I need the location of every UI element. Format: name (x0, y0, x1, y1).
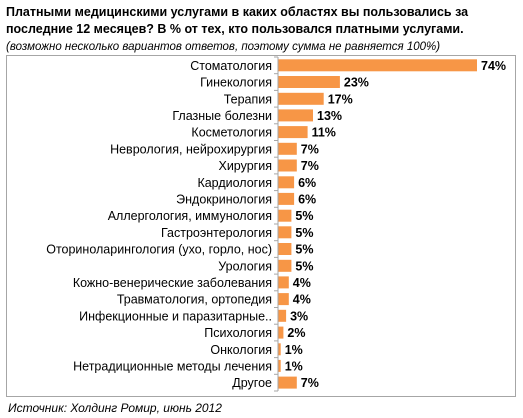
category-label: Гастроэнтерология (161, 226, 272, 240)
bar (278, 109, 313, 122)
category-label: Травматология, ортопедия (117, 293, 272, 307)
value-label: 5% (295, 243, 313, 257)
value-label: 1% (285, 359, 303, 373)
bar (278, 59, 477, 72)
category-label: Оториноларингология (ухо, горло, нос) (46, 243, 272, 257)
bar (278, 192, 295, 205)
bar (278, 376, 297, 389)
bar (278, 243, 292, 255)
value-label: 5% (295, 209, 313, 223)
value-label: 2% (287, 326, 305, 340)
category-label: Онкология (210, 343, 272, 357)
bar (278, 309, 287, 322)
bar (278, 326, 284, 339)
value-label: 6% (298, 176, 316, 190)
category-label: Неврология, нейрохирургия (110, 142, 272, 156)
bar (278, 142, 297, 155)
category-label: Глазные болезни (172, 109, 272, 123)
bar (278, 209, 292, 222)
category-label: Косметология (191, 126, 272, 140)
bar (278, 92, 324, 105)
value-label: 23% (344, 76, 369, 90)
value-label: 5% (295, 226, 313, 240)
bar (278, 293, 289, 306)
category-label: Кардиология (197, 176, 272, 190)
bar-chart: Стоматология 74% Гинекология 23% Терапия 17% Г… (46, 56, 506, 392)
category-label: Другое (232, 376, 272, 390)
category-label: Кожно-венерические заболевания (73, 276, 272, 290)
value-label: 7% (301, 159, 319, 173)
value-label: 5% (295, 259, 313, 273)
category-label: Эндокринология (176, 192, 272, 206)
value-label: 74% (481, 59, 506, 73)
bar (278, 176, 295, 189)
category-label: Урология (218, 259, 272, 273)
source-note: Источник: Холдинг Ромир, июнь 2012 (8, 401, 222, 415)
category-label: Терапия (224, 92, 272, 106)
value-label: 13% (317, 109, 342, 123)
bar (278, 359, 281, 372)
bar (278, 343, 281, 356)
value-label: 11% (312, 126, 336, 140)
value-label: 4% (293, 276, 311, 290)
bar (278, 126, 308, 139)
value-label: 7% (301, 142, 319, 156)
bar (278, 159, 297, 172)
chart-frame: Стоматология 74% Гинекология 23% Терапия 17% Г… (6, 55, 516, 397)
category-label: Нетрадиционные методы лечения (73, 359, 272, 373)
category-label: Хирургия (218, 159, 272, 173)
value-label: 7% (301, 376, 319, 390)
category-label: Аллергология, иммунология (108, 209, 272, 223)
value-label: 17% (328, 92, 353, 106)
value-label: 4% (293, 293, 311, 307)
bar (278, 259, 292, 272)
chart-subtitle: (возможно несколько вариантов ответов, п… (6, 41, 441, 53)
value-label: 3% (290, 309, 308, 323)
bar (278, 276, 289, 289)
category-label: Стоматология (190, 59, 272, 73)
chart-title: Платными медицинскими услугами в каких о… (6, 5, 469, 36)
category-label: Инфекционные и паразитарные.. (79, 309, 272, 323)
bar (278, 226, 292, 239)
value-label: 1% (285, 343, 303, 357)
category-label: Психология (204, 326, 272, 340)
value-label: 6% (298, 192, 316, 206)
bar (278, 76, 340, 88)
category-label: Гинекология (200, 76, 272, 90)
